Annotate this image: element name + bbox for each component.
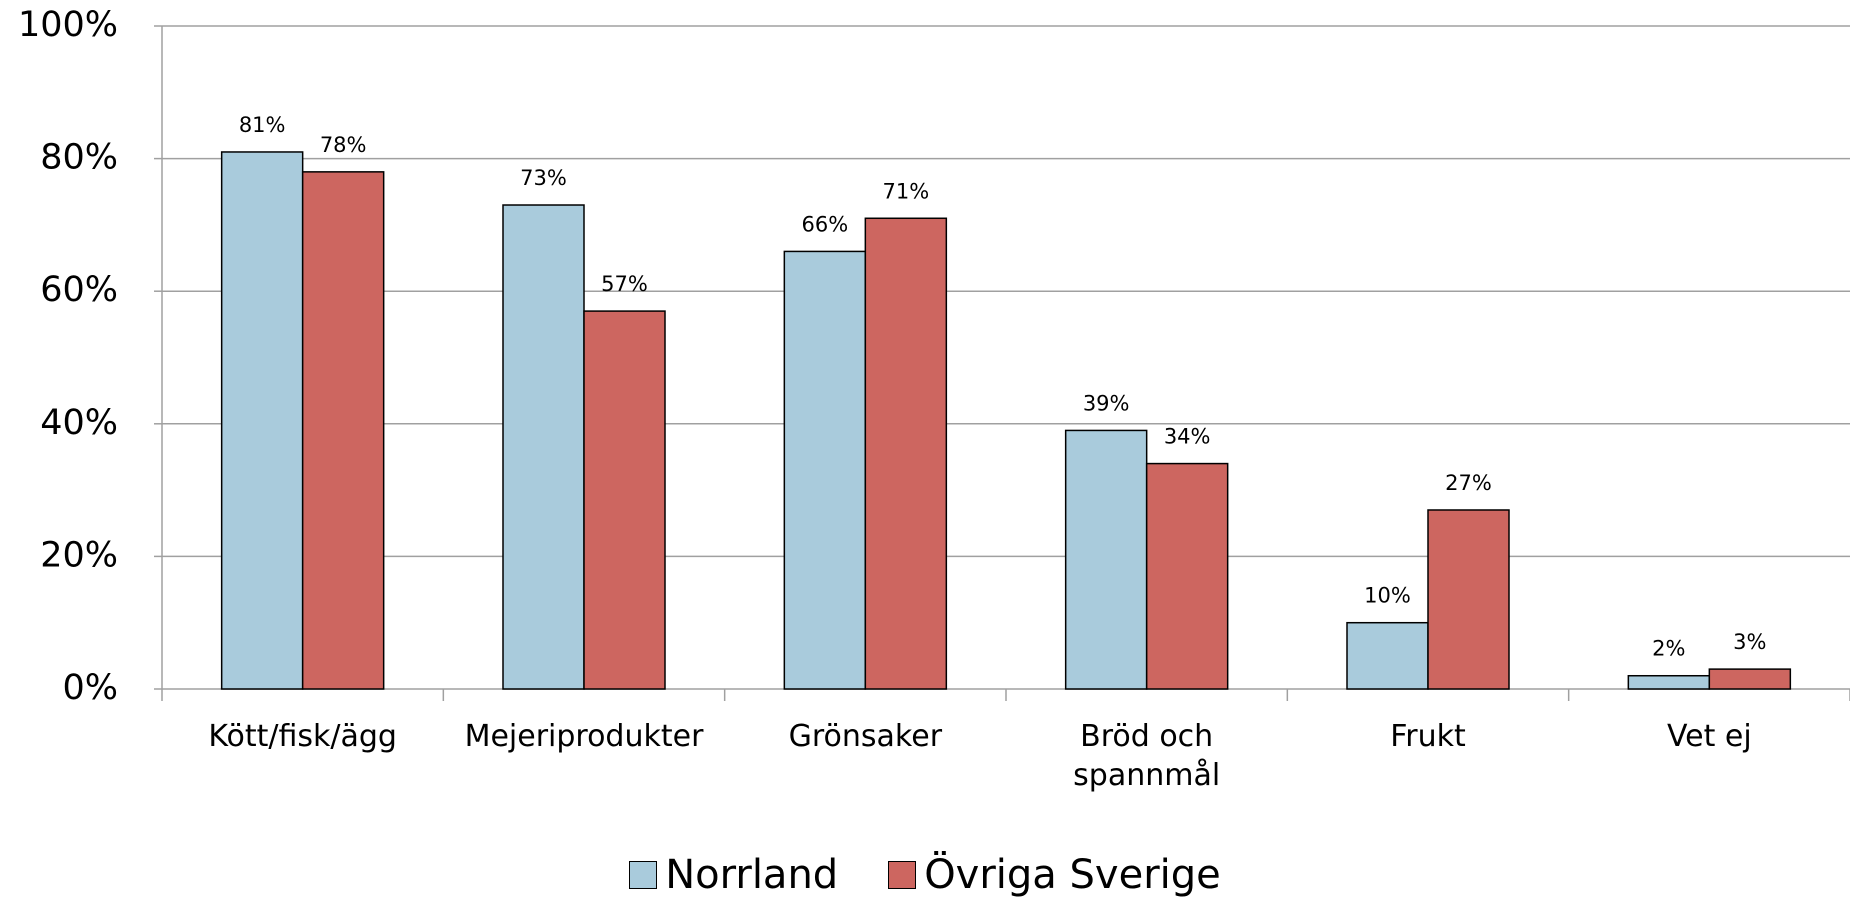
data-label: 81% [239,113,286,137]
data-label: 10% [1364,584,1411,608]
data-label: 66% [801,212,848,236]
bar [1627,674,1711,690]
y-tick-label: 60% [40,270,118,310]
legend-swatch [629,861,658,889]
bar [1145,462,1229,690]
legend: Norrland Övriga Sverige [0,852,1850,898]
bar [864,217,948,690]
y-tick-label: 100% [18,5,118,45]
bar [1064,429,1148,690]
legend-swatch [888,861,917,889]
data-label: 3% [1733,630,1766,654]
bar [1346,621,1429,690]
x-tick-label: Vet ej [1666,719,1752,754]
data-label: 71% [882,179,929,203]
x-tick-label: Bröd och spannmål [1073,719,1221,793]
bar [583,310,666,690]
y-tick-label: 20% [40,535,118,575]
x-tick-label: Mejeriprodukter [464,719,704,754]
y-tick-label: 80% [40,138,118,178]
bar [220,151,304,690]
bar [783,250,867,690]
data-label: 34% [1164,425,1211,449]
bar [1427,509,1510,690]
data-label: 73% [520,166,567,190]
data-label: 39% [1083,391,1130,415]
data-label: 57% [601,272,648,296]
x-tick-label: Kött/fisk/ägg [208,719,397,754]
legend-item: Norrland [629,852,838,898]
bar [1708,668,1792,690]
legend-label: Norrland [665,852,839,898]
x-tick-label: Frukt [1390,719,1466,754]
y-tick-label: 40% [40,403,118,443]
data-label: 78% [320,133,367,157]
bar [301,171,385,690]
x-tick-label: Grönsaker [788,719,943,754]
y-tick-label: 0% [62,668,118,708]
legend-item: Övriga Sverige [888,852,1221,898]
legend-label: Övriga Sverige [924,852,1221,898]
data-label: 2% [1652,637,1685,661]
data-label: 27% [1445,471,1492,495]
bar [502,204,585,690]
